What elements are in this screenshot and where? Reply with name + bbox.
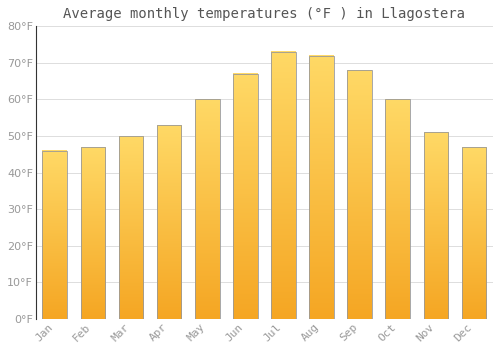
Bar: [386, 99, 410, 319]
Title: Average monthly temperatures (°F ) in Llagostera: Average monthly temperatures (°F ) in Ll…: [64, 7, 466, 21]
Bar: [156, 125, 182, 319]
Bar: [195, 99, 220, 319]
Bar: [80, 147, 106, 319]
Bar: [118, 136, 144, 319]
Bar: [462, 147, 486, 319]
Bar: [233, 74, 258, 319]
Bar: [42, 150, 67, 319]
Bar: [309, 56, 334, 319]
Bar: [271, 52, 296, 319]
Bar: [424, 132, 448, 319]
Bar: [348, 70, 372, 319]
